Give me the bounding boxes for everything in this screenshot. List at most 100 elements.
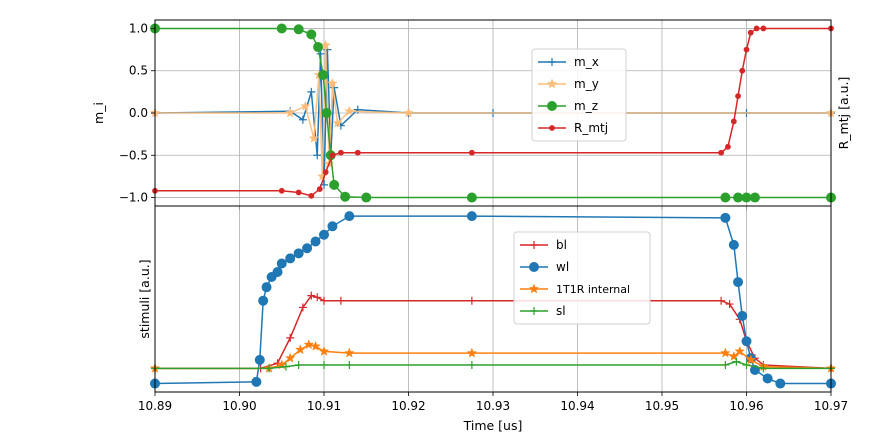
- series-line: [155, 343, 832, 370]
- legend-swatch-marker: [530, 307, 538, 315]
- data-point: [734, 345, 745, 356]
- data-point: [720, 347, 731, 358]
- legend-swatch-marker: [530, 241, 538, 249]
- data-point: [467, 360, 476, 369]
- legend-entry: R_mtj: [538, 121, 608, 135]
- data-point: [321, 108, 332, 118]
- data-point: [720, 212, 731, 223]
- data-point: [284, 107, 296, 118]
- data-point: [276, 258, 287, 269]
- legend-label: R_mtj: [574, 121, 608, 135]
- data-point: [319, 229, 329, 240]
- data-point: [725, 300, 734, 309]
- data-point: [307, 87, 316, 96]
- data-point: [293, 24, 304, 35]
- legend-label: m_x: [574, 55, 599, 69]
- bottom-panel: 10.89 10.90 10.91 10.92 10.93 10.94 10.95 10.96…: [137, 205, 848, 433]
- data-point: [340, 191, 351, 202]
- data-point: [310, 340, 321, 351]
- data-point: [737, 310, 748, 321]
- data-point: [336, 296, 345, 305]
- series-1t1r-internal: [149, 339, 837, 373]
- data-point: [295, 189, 302, 196]
- data-point: [313, 42, 324, 53]
- data-point: [718, 149, 725, 156]
- y-tick-label: −1.0: [119, 191, 148, 205]
- data-point: [733, 192, 744, 203]
- data-point: [739, 67, 746, 74]
- series-wl: [150, 211, 836, 389]
- data-point: [258, 295, 269, 306]
- data-point: [329, 152, 336, 159]
- data-point: [344, 105, 355, 116]
- data-point: [721, 360, 730, 369]
- data-point: [320, 296, 328, 305]
- data-point: [327, 77, 338, 88]
- data-point: [403, 107, 414, 118]
- legend-label: 1T1R internal: [556, 283, 630, 296]
- data-point: [286, 333, 295, 342]
- legend: m_x m_y m_z R_mtj: [531, 48, 627, 142]
- x-tick-label: 10.92: [391, 399, 425, 413]
- data-point: [313, 151, 322, 160]
- legend-entry: sl: [520, 304, 566, 318]
- data-point: [298, 303, 307, 312]
- data-point: [466, 211, 477, 222]
- data-point: [316, 186, 323, 192]
- data-point: [344, 347, 355, 358]
- legend-entry: 1T1R internal: [520, 283, 630, 296]
- y-tick-label: 0.0: [129, 106, 148, 120]
- x-tick-label: 10.97: [814, 399, 848, 413]
- data-point: [725, 143, 731, 150]
- x-tick-label: 10.95: [645, 399, 679, 413]
- data-point: [753, 25, 760, 32]
- data-point: [466, 347, 478, 358]
- data-point: [730, 118, 737, 125]
- legend-entry: wl: [520, 260, 569, 274]
- data-point: [302, 243, 313, 254]
- data-point: [300, 100, 311, 111]
- data-point: [747, 29, 754, 36]
- data-point: [276, 23, 287, 34]
- data-point: [307, 291, 316, 300]
- data-point: [278, 187, 285, 194]
- data-point: [265, 364, 274, 373]
- legend-label: m_z: [574, 99, 598, 113]
- data-point: [322, 169, 329, 176]
- legend-box: [531, 48, 627, 142]
- data-point: [320, 360, 328, 369]
- data-point: [345, 360, 354, 369]
- x-tick-label: 10.91: [307, 399, 341, 413]
- data-point: [329, 179, 340, 190]
- x-axis-label: Time [us]: [463, 418, 523, 433]
- data-point: [272, 266, 283, 277]
- data-point: [745, 354, 756, 365]
- data-point: [320, 39, 331, 50]
- y-tick-label: 1.0: [129, 21, 148, 35]
- legend-swatch-marker: [549, 125, 555, 131]
- legend-label: wl: [556, 260, 569, 274]
- x-tick-label: 10.89: [138, 399, 172, 413]
- data-point: [760, 25, 767, 32]
- data-point: [743, 46, 750, 53]
- data-point: [318, 345, 330, 356]
- y-axis-label: m_i: [91, 102, 106, 124]
- legend-label: bl: [556, 238, 567, 252]
- legend-label: m_y: [574, 77, 599, 91]
- data-point: [466, 192, 477, 203]
- x-tick-label: 10.90: [222, 399, 256, 413]
- data-point: [735, 93, 741, 99]
- data-point: [306, 29, 317, 40]
- top-panel: 1.00.50.0−0.5−1.0m_i R_mtj [a.u.]m_xm_ym_…: [91, 19, 851, 210]
- legend-swatch-marker: [529, 262, 539, 272]
- data-point: [294, 360, 303, 369]
- legend-box: [513, 231, 651, 325]
- data-point: [332, 117, 343, 128]
- data-point: [310, 236, 321, 247]
- x-tick-label: 10.96: [729, 399, 763, 413]
- legend-swatch-marker: [528, 283, 540, 294]
- data-point: [295, 344, 306, 355]
- data-point: [749, 192, 760, 203]
- data-point: [728, 239, 739, 250]
